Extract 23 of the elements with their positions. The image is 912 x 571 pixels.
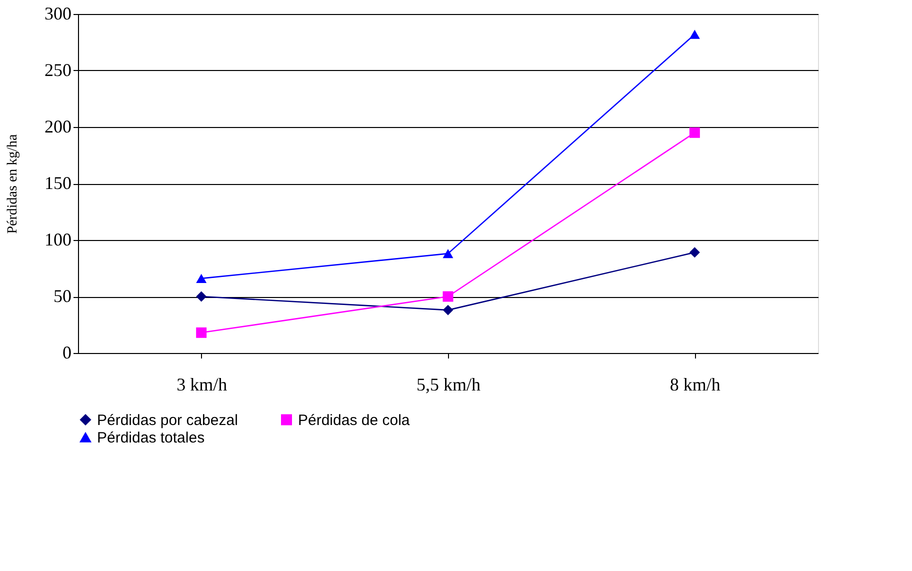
x-tick-label: 5,5 km/h [416, 374, 481, 394]
y-tick-label: 200 [44, 116, 72, 136]
x-tick-label: 3 km/h [176, 374, 228, 394]
point [196, 291, 207, 302]
y-tick-label: 100 [44, 230, 72, 250]
point [442, 249, 454, 258]
y-tick-label: 300 [44, 4, 72, 24]
point [689, 247, 700, 258]
legend-label: Pérdidas de cola [298, 412, 410, 429]
y-tick-label: 0 [62, 342, 72, 362]
point [196, 274, 207, 283]
legend-label: Pérdidas totales [97, 430, 205, 446]
point [196, 327, 207, 338]
point [689, 30, 700, 39]
legend-label: Pérdidas por cabezal [97, 412, 238, 429]
x-tick-label: 8 km/h [670, 374, 720, 394]
y-tick-label: 50 [54, 286, 72, 306]
y-axis-title: Pérdidas en kg/ha [6, 133, 20, 234]
point [442, 291, 454, 302]
y-tick-label: 150 [44, 173, 72, 193]
point [442, 304, 454, 316]
y-tick-label: 250 [44, 60, 72, 80]
point [689, 127, 700, 138]
